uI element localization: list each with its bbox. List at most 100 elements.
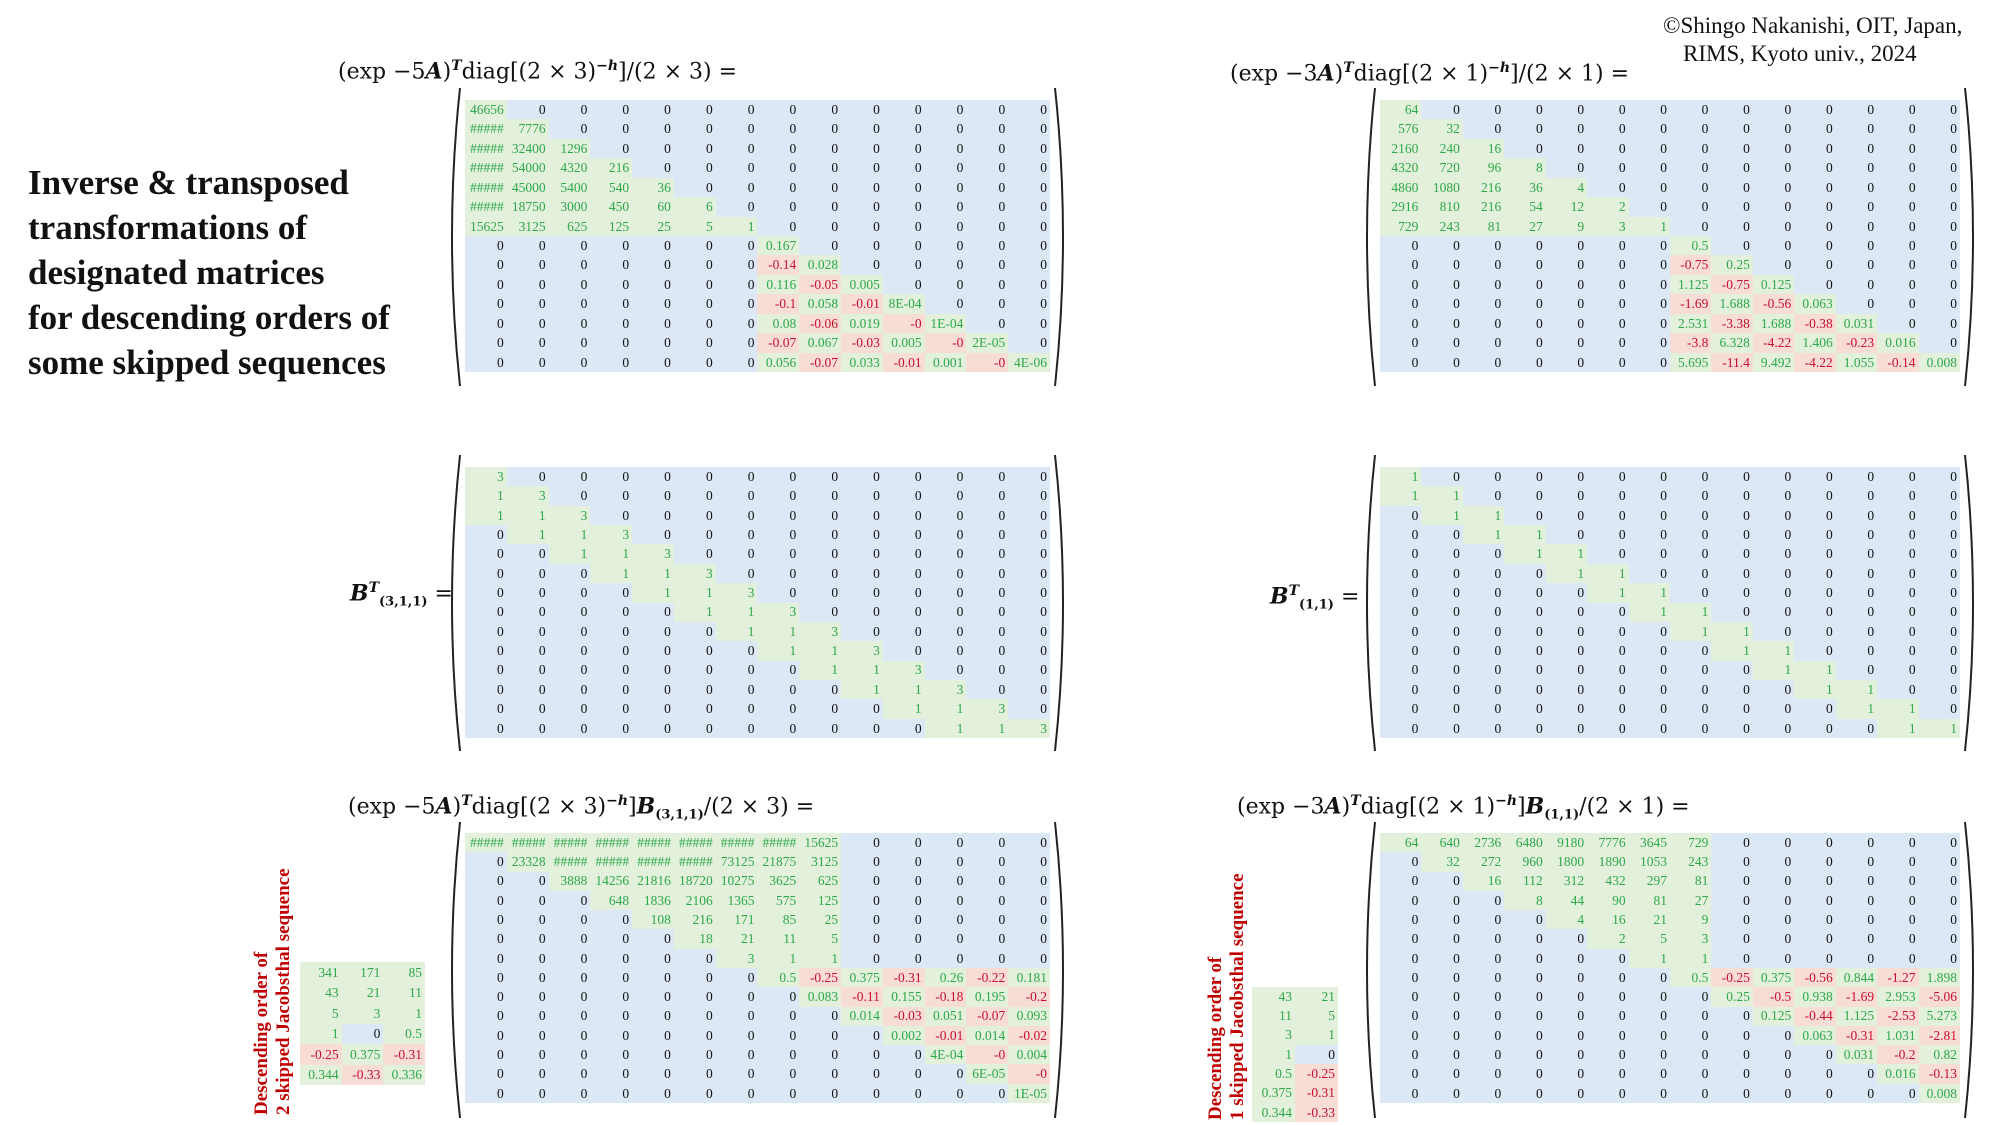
matrix-cell: 243 [1421, 216, 1463, 236]
matrix-cell: 21 [1628, 910, 1670, 930]
matrix-cell: 0 [1669, 641, 1712, 661]
matrix-cell: 0 [548, 621, 591, 642]
matrix-cell: 0 [506, 544, 549, 564]
matrix-cell: 0 [882, 948, 925, 968]
matrix-cell: 0 [1504, 718, 1546, 738]
matrix-cell: 0 [506, 1083, 549, 1103]
matrix-cell: 96 [1462, 158, 1505, 178]
matrix-cell: 0 [882, 583, 925, 603]
matrix-cell: 27 [1669, 890, 1712, 911]
matrix-cell: 1 [548, 525, 591, 545]
matrix-cell: 0 [924, 852, 967, 872]
matrix-cell: 0 [1877, 833, 1919, 853]
matrix-cell: 0 [1545, 1045, 1588, 1065]
matrix-cell: 0 [632, 313, 674, 334]
matrix-cell: 1800 [1545, 852, 1588, 872]
matrix-cell: 0 [1794, 119, 1836, 139]
matrix-cell: 0 [673, 236, 716, 256]
matrix-cell: -0.33 [1295, 1102, 1338, 1122]
matrix-cell: 0 [1669, 1006, 1712, 1026]
matrix-cell: 0 [757, 1083, 800, 1103]
matrix-cell: 0 [799, 486, 842, 506]
matrix-cell: 0 [924, 948, 967, 968]
matrix-cell: 0 [1587, 621, 1629, 642]
matrix-cell: 0 [506, 236, 549, 256]
matrix-cell: -0.5 [1752, 987, 1795, 1007]
matrix-cell: 0 [673, 352, 716, 372]
matrix-cell: 0 [1711, 505, 1753, 526]
matrix-cell: 0 [548, 333, 591, 353]
matrix-cell: 0 [590, 929, 633, 949]
matrix-cell: 0 [1462, 1064, 1505, 1084]
matrix-cell: 0 [1462, 679, 1505, 700]
matrix-cell: 0 [632, 505, 674, 526]
matrix-cell: 0 [673, 505, 716, 526]
matrix-cell: 0 [1421, 602, 1463, 622]
matrix-cell: 0 [590, 255, 633, 275]
matrix-cell: 0 [1711, 158, 1753, 178]
matrix-cell: 1 [1462, 505, 1505, 526]
matrix-cell: 1 [1669, 602, 1712, 622]
matrix-cell: 0 [1008, 871, 1050, 891]
matrix-cell: 1 [383, 1003, 425, 1024]
matrix-cell: 0 [506, 563, 549, 584]
matrix-cell: 0 [1877, 505, 1919, 526]
matrix-cell: 0 [841, 699, 883, 719]
matrix-cell: 0 [841, 948, 883, 968]
matrix-cell: -1.69 [1669, 294, 1712, 314]
matrix-cell: 0 [799, 679, 842, 700]
matrix-cell: 0 [548, 563, 591, 584]
matrix-cell: 0 [548, 968, 591, 988]
matrix-cell: 0 [966, 525, 1009, 545]
matrix-cell: 0 [841, 158, 883, 178]
matrix-cell: 0 [506, 274, 549, 295]
matrix-cell: 0 [882, 1045, 925, 1065]
matrix-cell: 0 [966, 929, 1009, 949]
matrix-cell: 0 [1545, 294, 1588, 314]
matrix-cell: 0 [799, 158, 842, 178]
matrix-cell: -0.22 [966, 968, 1009, 988]
matrix-cell: 0 [632, 948, 674, 968]
matrix-cell: 0.5 [383, 1023, 425, 1044]
matrix-cell: 0 [465, 890, 507, 911]
matrix-cell: 0 [590, 274, 633, 295]
matrix-cell: 0 [1752, 1025, 1795, 1046]
matrix-cell: 0 [548, 313, 591, 334]
matrix-cell: 0 [673, 525, 716, 545]
matrix-cell: 4860 [1380, 177, 1422, 198]
matrix-cell: 0 [1545, 718, 1588, 738]
title-symbol: A [1317, 60, 1335, 87]
matrix-cell: 0 [1628, 255, 1670, 275]
matrix-cell: 0 [715, 100, 758, 120]
matrix-cell: 0 [1628, 621, 1670, 642]
matrix-cell: 0 [1008, 197, 1050, 217]
matrix-cell: 0 [465, 274, 507, 295]
matrix-cell: 0.051 [924, 1006, 967, 1026]
matrix-cell: 5 [1628, 929, 1670, 949]
matrix-cell: 0 [1462, 563, 1505, 584]
matrix-cell: 0 [1628, 718, 1670, 738]
matrix-cell: 0 [1421, 333, 1463, 353]
matrix-cell: 0 [1008, 929, 1050, 949]
matrix-cell: 0.82 [1918, 1045, 1960, 1065]
matrix-cell: 0 [1587, 525, 1629, 545]
matrix-cell: 0 [1380, 890, 1422, 911]
matrix-cell: 0 [924, 119, 967, 139]
matrix-cell: 0 [1711, 929, 1753, 949]
matrix-cell: 0 [1752, 197, 1795, 217]
matrix-cell: 0 [506, 871, 549, 891]
matrix-cell: 0 [1587, 987, 1629, 1007]
title-subscript: (1,1) [1544, 807, 1580, 823]
matrix-cell: 0 [882, 274, 925, 295]
matrix-cell: 1053 [1628, 852, 1670, 872]
matrix-cell: 0 [1628, 197, 1670, 217]
matrix-cell: 0 [715, 699, 758, 719]
matrix-cell: 0 [715, 505, 758, 526]
matrix-cell: 0 [1421, 871, 1463, 891]
matrix-cell: 0 [1421, 255, 1463, 275]
matrix-cell: 0 [1669, 1083, 1712, 1103]
matrix-cell: 0 [1504, 294, 1546, 314]
matrix-cell: 0 [1794, 602, 1836, 622]
matrix-cell: 0 [924, 641, 967, 661]
matrix-cell: 0 [1380, 333, 1422, 353]
